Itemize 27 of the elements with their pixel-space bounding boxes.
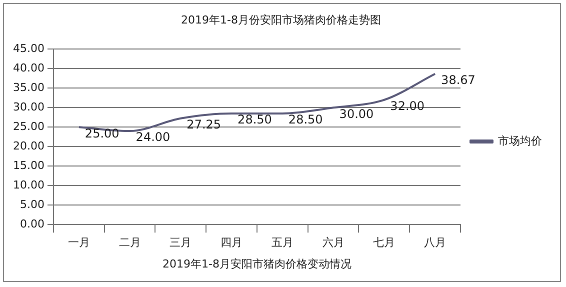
data-label: 38.67 [441,73,476,87]
legend-label: 市场均价 [498,134,542,148]
x-tick-label: 六月 [322,236,344,250]
y-tick-label: 20.00 [12,140,44,153]
data-label: 28.50 [288,112,323,127]
x-tick-label: 八月 [424,236,446,250]
x-tick-label: 四月 [220,236,243,250]
x-tick-label: 二月 [118,236,141,250]
y-tick-label: 10.00 [12,178,44,192]
x-axis-title: 2019年1-8月安阳市猪肉价格变动情况 [162,257,352,270]
x-tick-label: 五月 [271,236,294,250]
y-tick-label: 45.00 [12,42,44,56]
x-tick-label: 一月 [68,236,90,250]
x-tick-label: 三月 [170,236,192,250]
data-label: 28.50 [238,112,272,127]
y-tick-label: 40.00 [12,62,44,75]
data-label: 24.00 [136,130,170,144]
y-tick-label: 25.00 [12,120,44,134]
y-tick-label: 5.00 [20,198,44,211]
chart-title: 2019年1-8月份安阳市场猪肉价格走势图 [181,13,381,26]
x-tick-label: 七月 [373,236,396,250]
y-tick-label: 0.00 [20,217,44,230]
data-label: 25.00 [84,126,120,140]
y-tick-label: 35.00 [12,81,44,94]
data-label: 30.00 [339,106,374,121]
y-tick-label: 30.00 [12,100,44,114]
y-tick-label: 15.00 [12,158,44,172]
